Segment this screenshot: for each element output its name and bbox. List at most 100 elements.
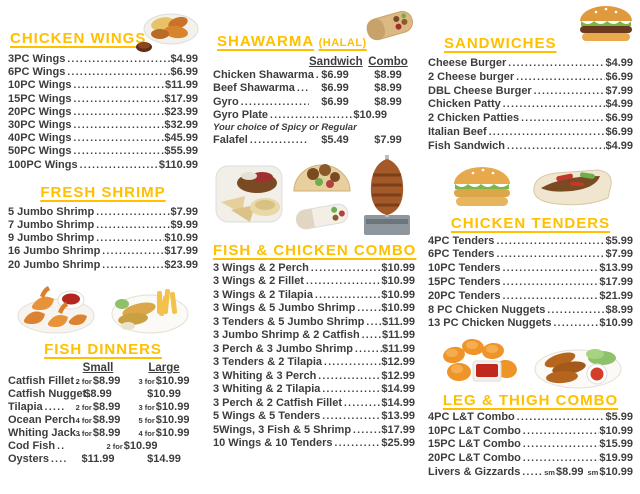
item-label: Gyro bbox=[213, 95, 239, 108]
combo-price-cell: $8.99 bbox=[361, 96, 415, 109]
item-price: $8.99 bbox=[92, 400, 121, 413]
menu-item-row: DBL Cheese Burger $7.99 bbox=[428, 85, 633, 99]
item-price: $6.99 bbox=[321, 82, 349, 95]
item-price: $14.99 bbox=[381, 383, 415, 396]
menu-item-row: 15PC Wings $17.99 bbox=[8, 93, 198, 106]
column-header-small: Small bbox=[82, 361, 114, 374]
dot-leader bbox=[239, 96, 309, 109]
section-title-chicken-wings: CHICKEN WINGS bbox=[10, 30, 147, 47]
dot-leader bbox=[71, 93, 164, 106]
menu-column-left: CHICKEN WINGS 3PC Wings $4.99 6PC Wings $6… bbox=[0, 0, 207, 494]
section-title-leg-thigh-combo: LEG & THIGH COMBO bbox=[442, 392, 619, 410]
menu-item-row: 5 Wings & 5 Tenders $13.99 bbox=[213, 410, 415, 424]
sandwich-price-cell: $5.49 bbox=[309, 134, 361, 147]
item-label: 6PC Wings bbox=[8, 66, 66, 79]
item-label: 5Wings, 3 Fish & 5 Shrimp bbox=[213, 423, 352, 436]
item-price: $8.99 bbox=[92, 374, 121, 387]
menu-item-row: 5 Jumbo Shrimp $7.99 bbox=[8, 206, 198, 219]
dot-leader bbox=[71, 79, 164, 92]
menu-item-row: 30PC Wings $32.99 bbox=[8, 119, 198, 132]
item-price: $110.99 bbox=[158, 158, 198, 171]
menu-item-row: Italian Beef $6.99 bbox=[428, 126, 633, 140]
menu-item-row: 40PC Wings $45.99 bbox=[8, 132, 198, 145]
item-price: $7.99 bbox=[605, 248, 633, 261]
item-label: 3 Whiting & 2 Tilapia bbox=[213, 383, 321, 396]
item-price: $4.99 bbox=[605, 139, 633, 152]
item-label: Fish Sandwich bbox=[428, 139, 506, 152]
menu-item-row: 4PC Tenders $5.99 bbox=[428, 235, 633, 249]
menu-item-row: 20PC Tenders $21.99 bbox=[428, 290, 633, 304]
item-price-large: $10.99 bbox=[599, 465, 633, 478]
menu-item-row: Cheese Burger $4.99 bbox=[428, 57, 633, 71]
dot-leader bbox=[521, 425, 599, 439]
qty-prefix: 2 for bbox=[106, 441, 123, 451]
item-label-cell: Chicken Shawarma bbox=[213, 69, 314, 82]
item-label: 3 Perch & 2 Catfish Fillet bbox=[213, 396, 342, 409]
chicken-wings-photo bbox=[135, 5, 199, 53]
item-label: 2 Cheese burger bbox=[428, 70, 515, 83]
dot-leader bbox=[501, 262, 600, 276]
menu-item-row: 6PC Tenders $7.99 bbox=[428, 248, 633, 262]
fish-dinners-table: Small Large Catfish Fillet 2 for$8.99 3 … bbox=[8, 361, 198, 466]
dot-leader bbox=[78, 159, 159, 172]
fish-chicken-combo-list: 3 Wings & 2 Perch $10.99 3 Wings & 2 Fill… bbox=[213, 262, 415, 451]
fresh-shrimp-list: 5 Jumbo Shrimp$7.99 7 Jumbo Shrimp$9.99 … bbox=[8, 206, 198, 272]
fish-and-chips-photo bbox=[108, 278, 192, 336]
item-price: $6.99 bbox=[321, 69, 349, 81]
dot-leader bbox=[295, 82, 309, 95]
dot-leader bbox=[364, 316, 382, 330]
item-label: 10PC L&T Combo bbox=[428, 424, 521, 437]
item-label: 20PC Tenders bbox=[428, 289, 501, 302]
item-label: 16 Jumbo Shrimp bbox=[8, 245, 101, 258]
item-label: Italian Beef bbox=[428, 125, 487, 138]
dot-leader bbox=[320, 383, 381, 397]
item-price: $8.99 bbox=[374, 95, 402, 108]
shawarma-table: Sandwich Combo Chicken Shawarma $6.99 $8… bbox=[213, 55, 415, 109]
qty-prefix: 4 for bbox=[138, 428, 155, 438]
dot-leader bbox=[65, 66, 170, 79]
item-price: $10.99 bbox=[155, 374, 190, 387]
dot-leader bbox=[351, 424, 381, 438]
item-price: $10.99 bbox=[353, 108, 387, 121]
column-header-combo: Combo bbox=[368, 56, 408, 68]
item-label: 100PC Wings bbox=[8, 158, 78, 171]
item-label: 3 Perch & 3 Jumbo Shrimp bbox=[213, 342, 353, 355]
item-price: $11.99 bbox=[381, 329, 415, 342]
menu-item-row: 50PC Wings $55.99 bbox=[8, 145, 198, 158]
dot-leader bbox=[360, 329, 382, 343]
dot-leader bbox=[515, 411, 606, 425]
menu-item-row: Fish Sandwich $4.99 bbox=[428, 140, 633, 154]
dot-leader bbox=[71, 132, 164, 145]
dot-leader bbox=[94, 219, 170, 232]
large-price-cell: $10.99 bbox=[130, 388, 198, 401]
item-label: 3 Whiting & 3 Perch bbox=[213, 369, 317, 382]
qty-prefix: 3 for bbox=[138, 402, 155, 412]
item-label: 13 PC Chicken Nuggets bbox=[428, 317, 552, 330]
right-photos-row-1 bbox=[428, 160, 633, 212]
spicy-or-regular-note: Your choice of Spicy or Regular bbox=[213, 122, 357, 134]
item-price: $8.99 bbox=[605, 303, 633, 316]
item-price: $14.99 bbox=[381, 396, 415, 409]
item-label-cell: Gyro bbox=[213, 96, 309, 109]
menu-item-row: 100PC Wings $110.99 bbox=[8, 159, 198, 172]
dot-leader bbox=[501, 276, 600, 290]
item-price: $4.99 bbox=[605, 57, 633, 69]
item-price: $11.99 bbox=[381, 342, 415, 355]
item-label-cell: Oysters bbox=[8, 453, 66, 466]
item-price: $45.99 bbox=[164, 132, 198, 145]
item-price: $5.99 bbox=[605, 234, 633, 247]
menu-item-row: 4PC L&T Combo $5.99 bbox=[428, 411, 633, 425]
item-price: $10.99 bbox=[155, 426, 190, 439]
dot-leader bbox=[322, 356, 381, 370]
item-price: $11.99 bbox=[381, 315, 415, 328]
menu-item-row: 3 Perch & 3 Jumbo Shrimp $11.99 bbox=[213, 343, 415, 357]
item-label: 15PC Wings bbox=[8, 92, 72, 105]
menu-item-row: 8 PC Chicken Nuggets $8.99 bbox=[428, 304, 633, 318]
qty-prefix: 2 for bbox=[75, 376, 92, 386]
qty-prefix: 5 for bbox=[138, 415, 155, 425]
item-price: $8.99 bbox=[374, 82, 402, 95]
item-label: 20PC Wings bbox=[8, 105, 72, 118]
fried-shrimp-photo bbox=[14, 278, 98, 336]
item-price: $11.99 bbox=[164, 79, 198, 92]
item-label: 20 Jumbo Shrimp bbox=[8, 258, 101, 271]
